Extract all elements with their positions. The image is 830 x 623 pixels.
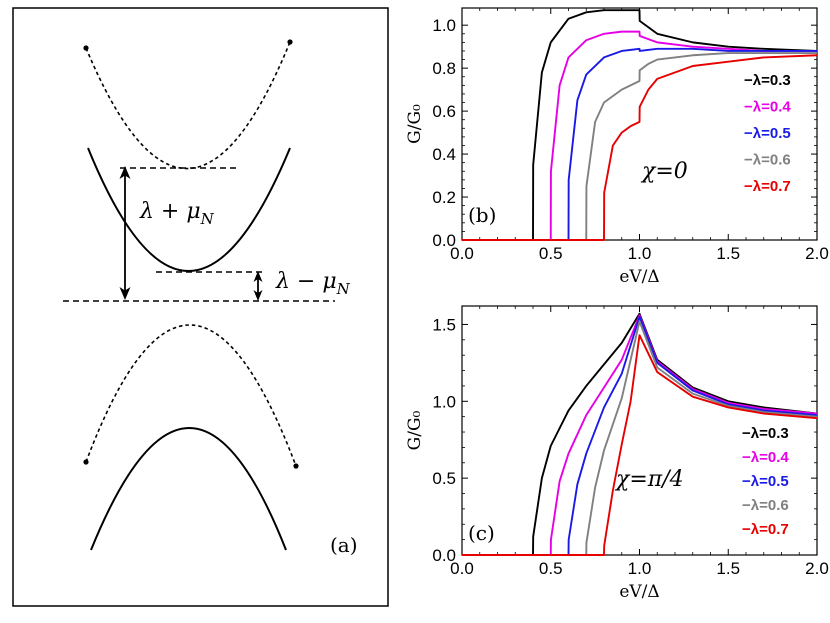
x-tick-label: 0.5 [539,244,563,263]
series-line-3 [462,320,818,556]
x-axis-label: eV/Δ [619,267,659,287]
x-tick-label: 0.5 [539,559,563,578]
y-tick-label: 1.5 [432,315,456,334]
series-line-2 [462,315,818,556]
legend-swatch: − [742,449,751,466]
lower-solid-band [90,427,287,551]
legend-swatch: − [742,425,751,442]
legend-entry: −λ=0.7 [744,178,791,195]
series-line-4 [462,334,818,556]
series-line-2 [462,47,817,241]
x-tick-label: 1.5 [716,244,740,263]
upper-dotted-band [85,41,291,170]
legend-entry: −λ=0.4 [744,99,791,116]
x-tick-label: 2.0 [805,244,829,263]
arrowhead-down-icon [119,287,131,300]
y-tick-label: 0.6 [432,102,456,121]
legend-swatch: − [742,497,751,514]
legend-label: λ=0.5 [753,125,791,142]
x-tick-label: 0.0 [450,244,474,263]
panel-a: λ + μN λ − μN (a) [12,7,389,607]
series-line-1 [462,314,818,556]
x-tick-label: 1.5 [716,559,740,578]
legend-entry: −λ=0.5 [742,473,789,490]
y-tick-label: 0.5 [432,469,456,488]
chart-c: 0.0 0.5 1.0 1.5 2.0 0.0 0.5 1.0 1.5 eV/Δ G/G₀ (c) χ=… [405,305,829,602]
legend-label: λ=0.3 [753,72,791,89]
y-tick-label: 0.0 [432,546,456,565]
y-axis-label: G/G₀ [405,104,425,144]
legend-label: λ=0.3 [751,425,789,442]
gap-upper-label: λ + μN [139,199,215,228]
legend-entry: −λ=0.3 [744,72,791,89]
y-tick-label: 0.8 [432,59,456,78]
x-axis-label: eV/Δ [619,582,659,602]
chart-b: 0.0 0.5 1.0 1.5 2.0 0.0 0.2 0.4 0.6 0.8 1.0 eV/Δ G/G… [405,7,829,287]
legend-label: λ=0.4 [753,99,792,116]
plot-frame [461,7,818,241]
chi-annotation: χ=0 [640,159,688,184]
legend-swatch: − [744,99,753,116]
x-tick-label: 0.0 [450,559,474,578]
panel-a-label: (a) [330,533,358,557]
band-endpoint-dot [293,463,299,469]
legend-swatch: − [744,125,753,142]
y-tick-label: 0.0 [432,231,456,250]
legend-entry: −λ=0.6 [742,497,789,514]
legend-label: λ=0.6 [751,497,789,514]
lower-dotted-band [85,324,297,467]
legend-entry: −λ=0.3 [742,425,789,442]
legend-label: λ=0.4 [751,449,790,466]
legend-entry: −λ=0.5 [744,125,791,142]
legend-swatch: − [744,152,753,169]
legend-swatch: − [742,473,751,490]
gap-lower-label: λ − μN [275,269,351,298]
series-line-3 [462,52,817,241]
legend-swatch: − [744,72,753,89]
series-line-4 [462,54,818,241]
legend-swatch: − [742,521,751,538]
x-tick-label: 2.0 [805,559,829,578]
y-tick-label: 1.0 [432,16,456,35]
x-tick-label: 1.0 [628,244,652,263]
panel-b-label: (b) [468,203,496,227]
band-endpoint-dot [287,39,293,45]
series-line-0 [462,9,818,241]
legend-entry: −λ=0.4 [742,449,789,466]
y-axis-label: G/G₀ [405,410,425,450]
legend-label: λ=0.5 [751,473,789,490]
series-line-0 [462,312,818,556]
panel-c-label: (c) [468,521,495,545]
panel-a-frame [12,7,389,607]
band-endpoint-dot [83,459,89,465]
chi-annotation: χ=π/4 [614,467,684,492]
arrowhead-up-icon [253,271,263,282]
series-line-1 [462,30,817,241]
band-endpoint-dot [83,45,89,51]
legend-entry: −λ=0.6 [744,152,791,169]
y-tick-label: 0.2 [432,188,456,207]
arrowhead-down-icon [253,290,263,301]
arrowhead-up-icon [119,166,131,179]
upper-solid-band [87,147,291,272]
legend-label: λ=0.6 [753,152,791,169]
legend-entry: −λ=0.7 [742,521,789,538]
y-tick-label: 1.0 [432,392,456,411]
legend-swatch: − [744,178,753,195]
legend-label: λ=0.7 [751,521,789,538]
y-tick-label: 0.4 [432,145,456,164]
x-tick-label: 1.0 [628,559,652,578]
legend-label: λ=0.7 [753,178,791,195]
